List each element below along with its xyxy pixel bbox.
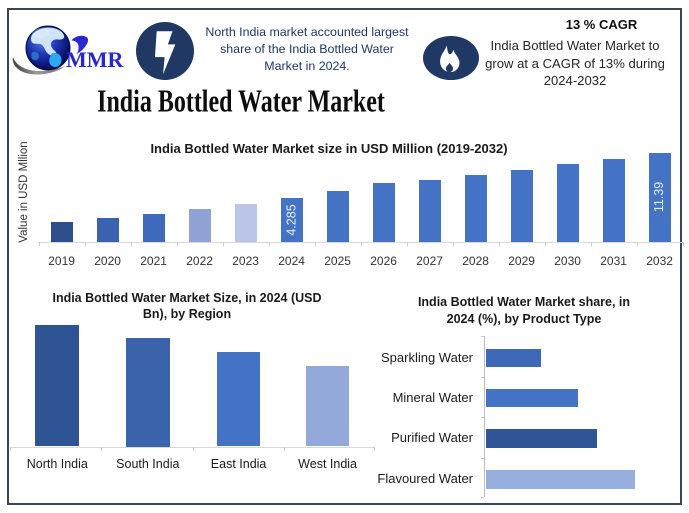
svg-text:MMR: MMR bbox=[66, 47, 125, 72]
